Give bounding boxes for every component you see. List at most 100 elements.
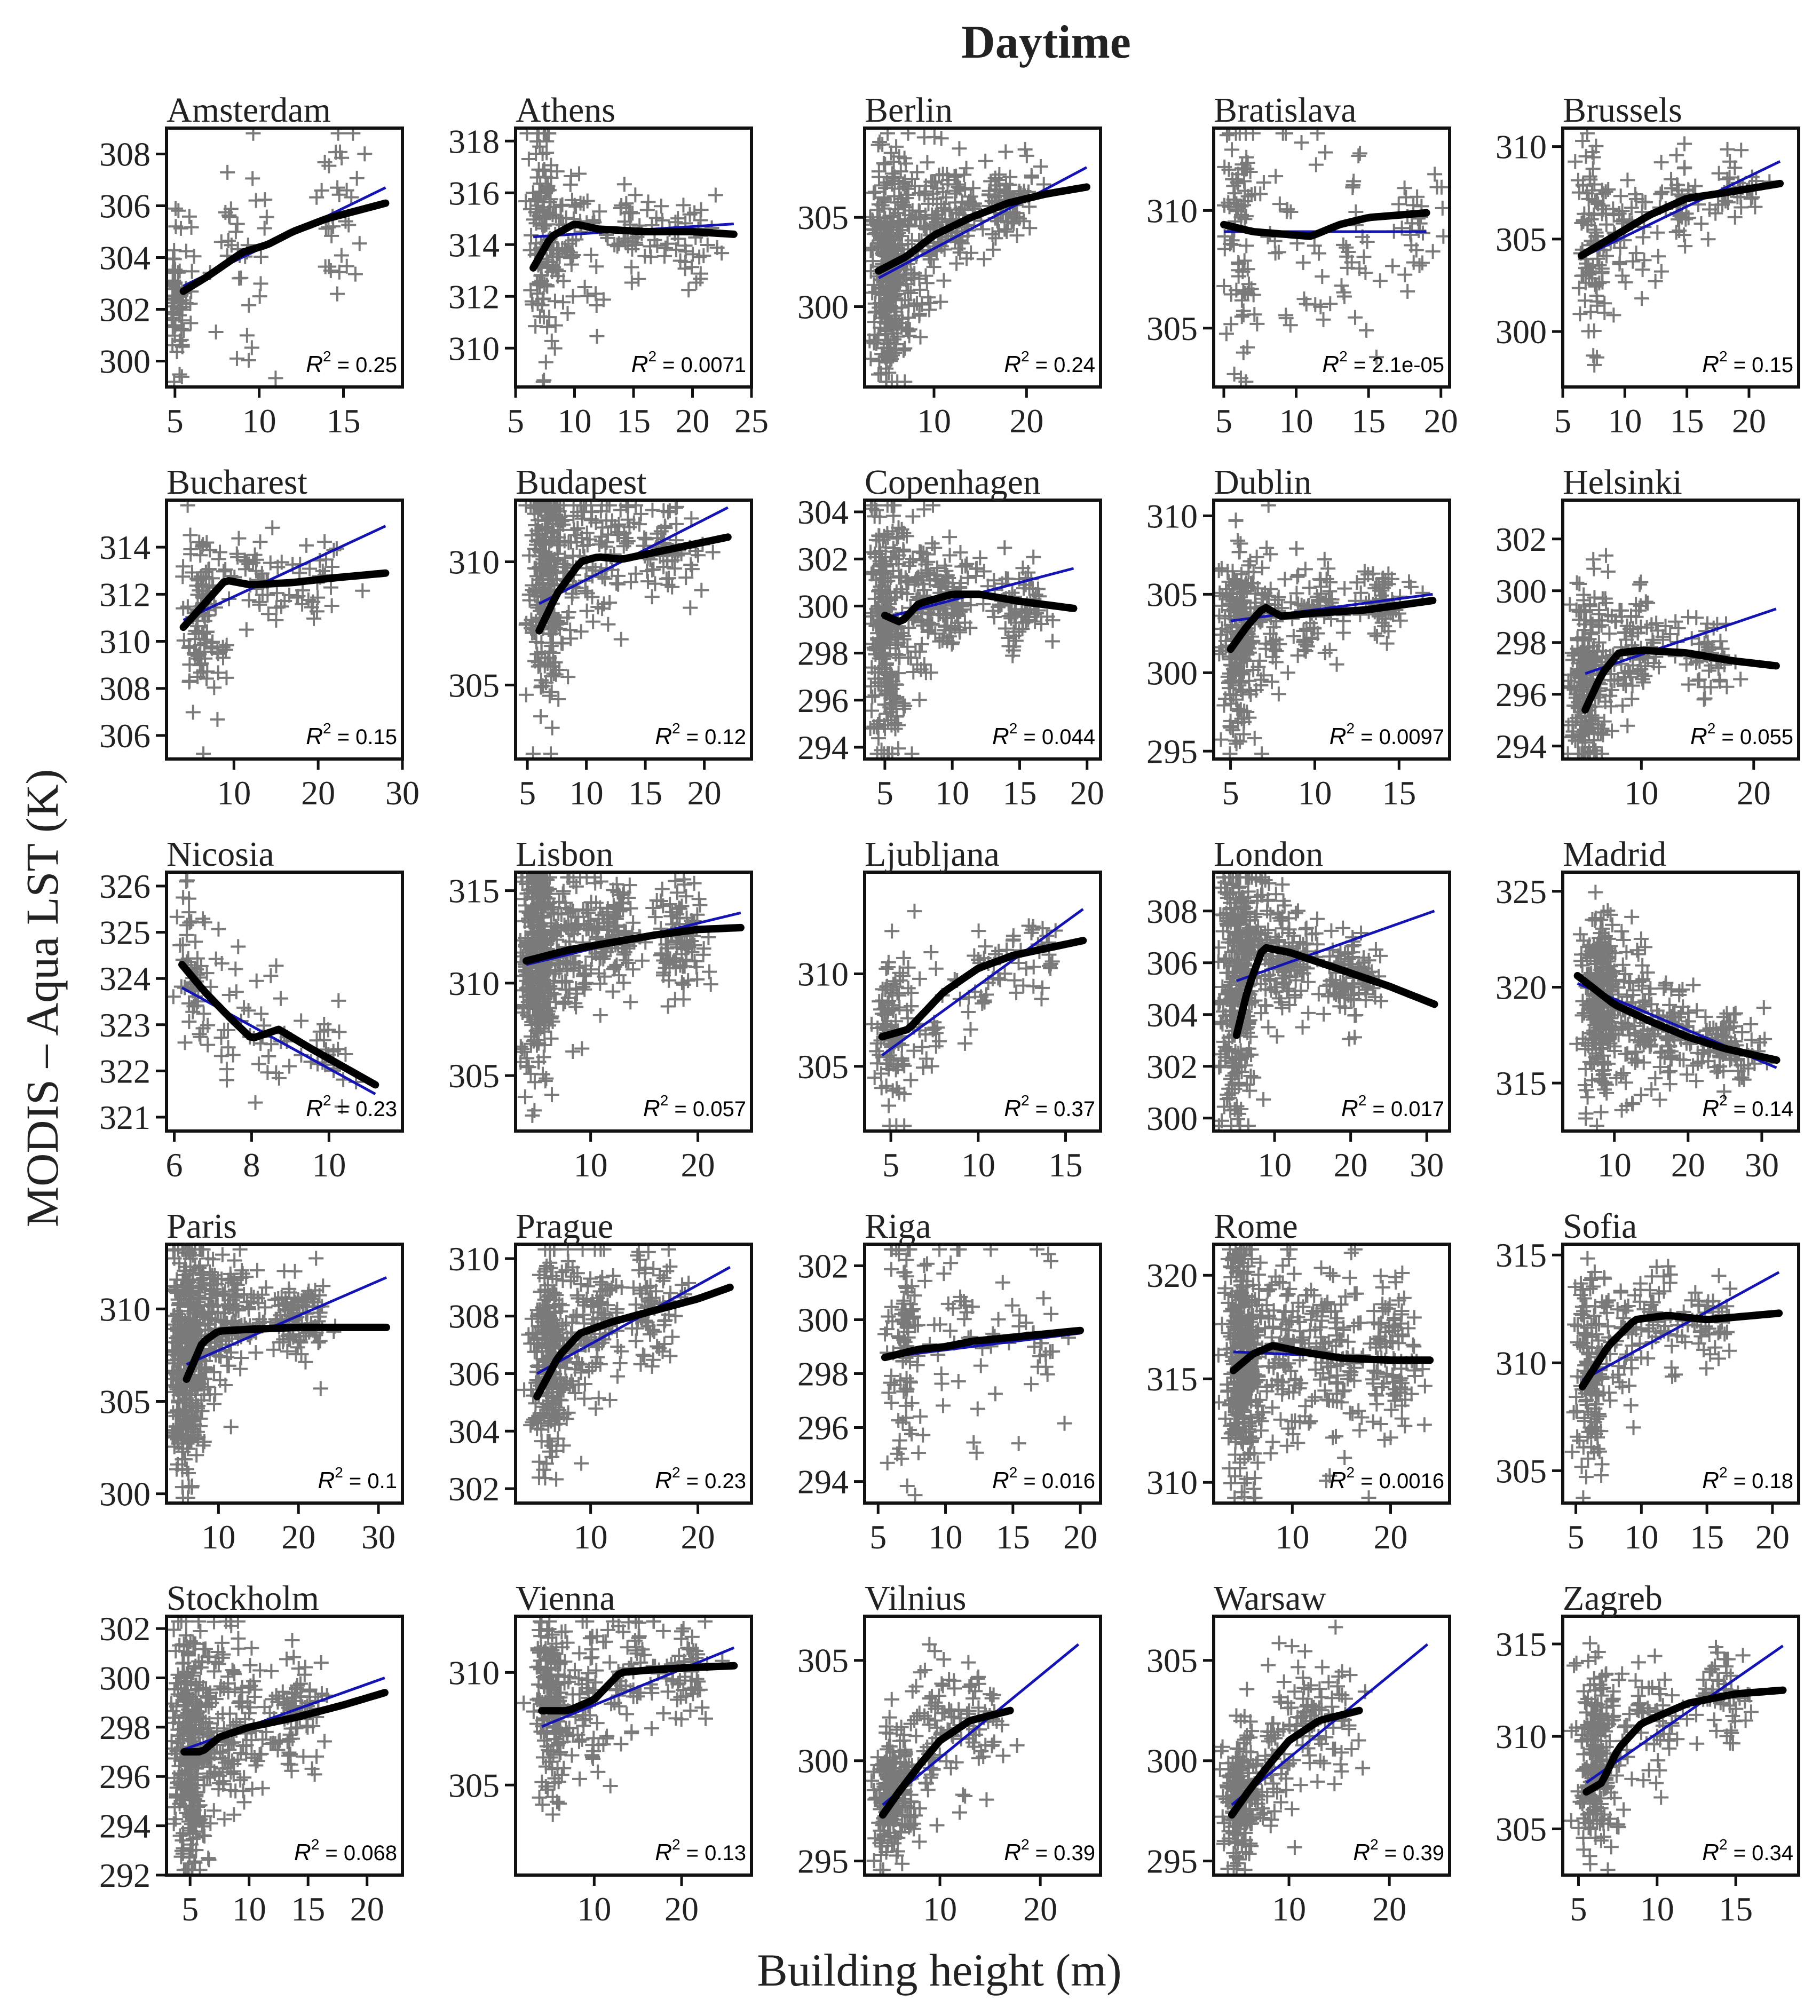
data-point — [1588, 138, 1604, 154]
data-point — [658, 520, 673, 536]
data-point — [1222, 674, 1238, 689]
data-point — [1008, 604, 1024, 619]
panel-title: Lisbon — [516, 835, 613, 874]
data-point — [1711, 165, 1727, 181]
y-axis-label: MODIS – Aqua LST (K) — [17, 769, 68, 1227]
data-point — [1268, 169, 1284, 184]
data-point — [648, 210, 664, 226]
data-point — [331, 993, 346, 1008]
data-point — [877, 310, 892, 326]
data-point — [1269, 643, 1284, 659]
panel-title: Nicosia — [167, 835, 274, 874]
data-point — [1655, 184, 1670, 200]
data-point — [559, 243, 575, 258]
data-point — [619, 536, 634, 551]
data-point — [1576, 212, 1591, 228]
data-point — [928, 626, 943, 642]
data-point — [523, 201, 538, 217]
data-point — [529, 198, 545, 214]
data-point — [1353, 585, 1368, 600]
data-point — [907, 904, 922, 919]
data-point — [230, 216, 245, 232]
data-point — [306, 611, 322, 626]
data-point — [185, 1004, 201, 1019]
data-point — [219, 1072, 234, 1088]
data-point — [885, 701, 901, 717]
data-point — [1337, 581, 1352, 596]
data-point — [1272, 196, 1287, 212]
panel-frame — [1212, 127, 1451, 389]
y-tick-label: 300 — [797, 587, 849, 625]
data-point — [683, 600, 698, 615]
data-point — [592, 1008, 608, 1023]
data-point — [324, 598, 339, 613]
data-point — [592, 204, 607, 219]
data-point — [700, 238, 715, 253]
data-point — [600, 616, 616, 632]
data-point — [312, 1024, 328, 1039]
data-point — [693, 271, 708, 287]
data-point — [986, 609, 1002, 624]
data-point — [210, 711, 225, 727]
data-point — [268, 612, 284, 628]
data-point — [935, 633, 950, 648]
data-point — [1603, 672, 1618, 687]
data-point — [604, 519, 619, 535]
smooth-fit-line — [535, 533, 732, 635]
data-point — [901, 620, 916, 636]
data-point — [251, 1056, 266, 1072]
y-tick-label: 296 — [1495, 676, 1547, 714]
data-point — [575, 538, 591, 554]
data-point — [1747, 199, 1763, 215]
data-point — [302, 561, 318, 576]
data-point — [696, 248, 711, 264]
data-point — [1004, 214, 1019, 229]
data-point — [331, 187, 347, 202]
data-point — [1256, 668, 1271, 683]
data-point — [876, 559, 892, 574]
y-tick-label: 302 — [797, 540, 849, 578]
data-point — [330, 180, 345, 195]
data-point — [887, 715, 903, 731]
r-squared-label: R2 = 0.37 — [1004, 1092, 1095, 1121]
data-point — [1298, 637, 1313, 652]
data-point — [668, 242, 684, 257]
data-point — [532, 549, 547, 564]
data-point — [669, 516, 684, 532]
data-point — [1611, 205, 1627, 221]
data-point — [873, 366, 889, 381]
data-point — [184, 264, 200, 279]
data-point — [1412, 258, 1427, 273]
data-point — [347, 266, 363, 282]
data-point — [1617, 665, 1633, 681]
data-point — [289, 590, 305, 605]
data-point — [187, 961, 203, 976]
data-point — [1336, 284, 1351, 300]
data-point — [1576, 268, 1591, 283]
data-point — [1588, 743, 1603, 758]
data-point — [1720, 195, 1736, 210]
data-point — [1566, 682, 1582, 698]
data-point — [554, 513, 569, 529]
data-point — [579, 603, 595, 619]
data-point — [189, 951, 205, 966]
data-point — [1345, 180, 1360, 195]
data-point — [1309, 589, 1325, 604]
data-point — [867, 1070, 882, 1086]
data-point — [213, 1030, 229, 1046]
data-point — [1307, 621, 1322, 636]
data-point — [1573, 604, 1589, 620]
y-tick-label: 305 — [1146, 575, 1198, 613]
data-point — [194, 625, 210, 641]
data-point — [1668, 224, 1684, 240]
data-point — [876, 201, 892, 216]
data-point — [1637, 659, 1653, 674]
data-point — [218, 642, 233, 658]
data-point — [640, 574, 655, 589]
data-point — [942, 548, 958, 563]
data-point — [178, 296, 194, 311]
y-tick-label: 300 — [1495, 313, 1547, 351]
data-point — [1258, 636, 1273, 651]
